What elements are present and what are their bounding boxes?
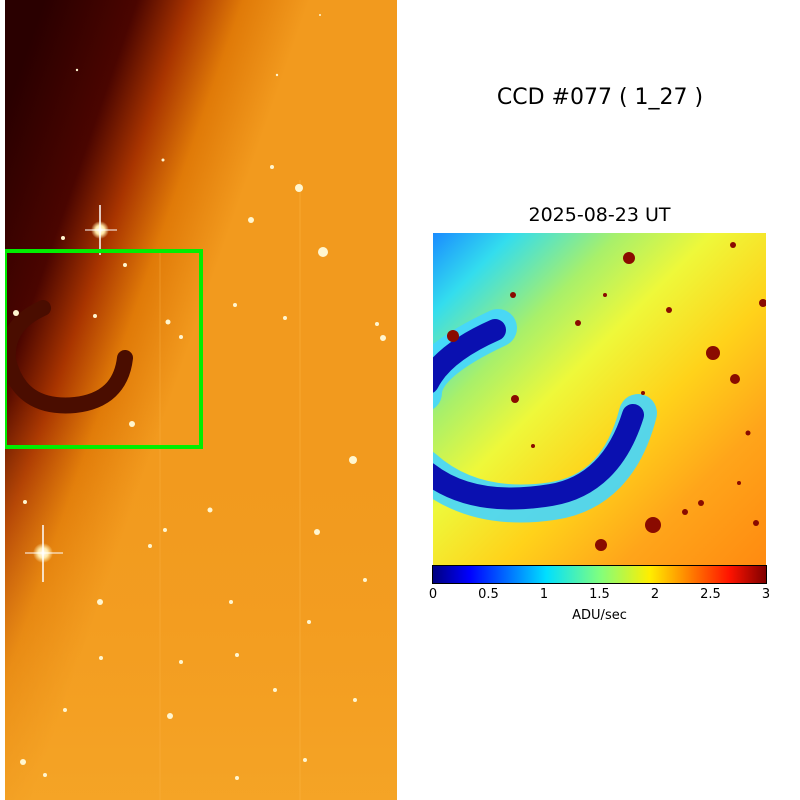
colorbar: [432, 565, 767, 584]
bright-star: [85, 205, 117, 255]
colorbar-tick: 2.5: [700, 587, 721, 602]
ccd-title: CCD #077 ( 1_27 ): [496, 85, 704, 110]
colorbar-tick: 0.5: [478, 587, 499, 602]
ghost-arc: [5, 300, 133, 414]
observation-date: 2025-08-23 UT: [528, 204, 671, 226]
bright-star: [25, 525, 63, 582]
colorbar-tick: 1.5: [589, 587, 610, 602]
colorbar-tick: 3: [761, 587, 771, 602]
zoom-panel-image: [433, 233, 766, 566]
full-ccd-image: [5, 0, 397, 800]
colorbar-tick: 0: [428, 587, 438, 602]
colorbar-tick: 1: [539, 587, 549, 602]
ghost-arc-zoom: [433, 319, 644, 510]
colorbar-label: ADU/sec: [572, 608, 627, 623]
zoom-region-box: [5, 249, 203, 449]
colorbar-tick: 2: [650, 587, 660, 602]
